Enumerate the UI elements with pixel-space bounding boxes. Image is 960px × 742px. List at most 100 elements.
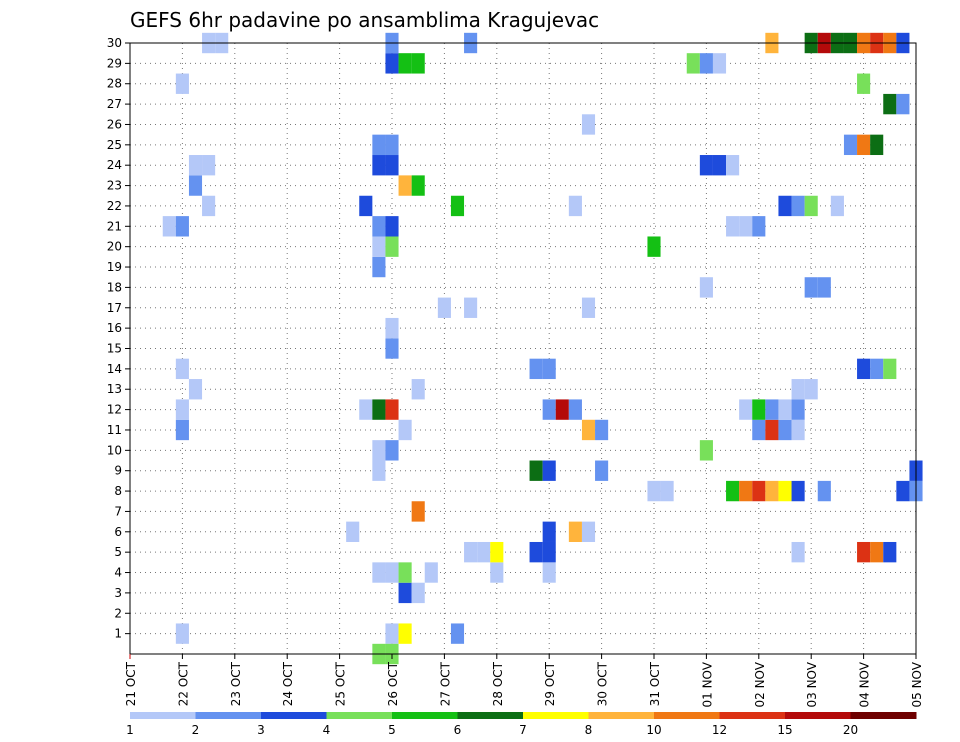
precip-cell bbox=[686, 53, 700, 74]
precip-cell bbox=[411, 582, 425, 604]
x-tick-label: 03 NOV bbox=[805, 661, 819, 707]
precip-cell bbox=[726, 480, 740, 502]
x-tick-label: 21 OCT bbox=[124, 661, 138, 706]
x-tick-label: 05 NOV bbox=[910, 661, 924, 707]
precip-cell bbox=[202, 195, 216, 217]
x-tick-label: 23 OCT bbox=[229, 661, 243, 706]
precip-cell bbox=[791, 399, 805, 420]
precip-cell bbox=[202, 155, 216, 176]
precip-cell bbox=[883, 358, 897, 380]
colorbar-label: 3 bbox=[257, 723, 265, 737]
y-tick-label: 17 bbox=[107, 301, 122, 315]
precip-cell bbox=[883, 541, 897, 563]
precip-cell bbox=[346, 521, 360, 542]
precip-cell bbox=[437, 297, 451, 318]
precip-cell bbox=[372, 216, 386, 237]
precip-cell bbox=[175, 216, 189, 237]
precip-cell bbox=[765, 399, 779, 420]
precip-cell bbox=[778, 419, 792, 441]
precip-cell bbox=[542, 562, 556, 583]
precip-cell bbox=[870, 541, 884, 563]
precip-cell bbox=[726, 216, 740, 237]
colorbar-swatch bbox=[130, 712, 196, 719]
precip-cell bbox=[424, 562, 438, 583]
x-tick-label: 27 OCT bbox=[438, 661, 452, 706]
precip-cell bbox=[765, 419, 779, 441]
y-tick-label: 27 bbox=[107, 97, 122, 111]
precip-cell bbox=[385, 53, 399, 74]
precip-cell bbox=[765, 480, 779, 502]
precip-cell bbox=[791, 379, 805, 400]
x-tick-label: 26 OCT bbox=[386, 661, 400, 706]
precip-cell bbox=[581, 297, 596, 318]
precip-cell bbox=[581, 419, 596, 441]
y-tick-label: 30 bbox=[107, 36, 122, 50]
precip-cell bbox=[568, 195, 582, 217]
colorbar-swatch bbox=[588, 712, 655, 719]
colorbar-swatch bbox=[719, 712, 786, 719]
precip-cell bbox=[162, 216, 176, 237]
x-tick-label: 29 OCT bbox=[543, 661, 557, 706]
precip-cell bbox=[883, 93, 897, 115]
precip-cell bbox=[804, 277, 818, 298]
precip-cell bbox=[529, 541, 543, 563]
precip-cell bbox=[843, 134, 858, 156]
chart-title: GEFS 6hr padavine po ansamblima Kragujev… bbox=[130, 8, 599, 32]
precip-cell bbox=[490, 562, 504, 583]
precip-cell bbox=[791, 195, 805, 217]
precip-cell bbox=[372, 155, 386, 176]
x-axis: 21 OCT 22 OCT 23 OCT 24 OCT 25 OCT 26 OCT 27 O… bbox=[124, 654, 924, 708]
y-tick-label: 9 bbox=[114, 464, 122, 478]
y-tick-label: 7 bbox=[114, 504, 122, 518]
precip-cell bbox=[188, 155, 203, 176]
colorbar-swatch bbox=[195, 712, 262, 719]
precip-cell bbox=[359, 399, 373, 420]
precip-cell bbox=[857, 541, 871, 563]
y-tick-label: 2 bbox=[114, 606, 122, 620]
precip-cell bbox=[778, 480, 792, 502]
y-tick-label: 21 bbox=[107, 219, 122, 233]
precip-cell bbox=[739, 480, 753, 502]
y-tick-label: 22 bbox=[107, 199, 122, 213]
precip-cell bbox=[647, 480, 661, 502]
colorbar-swatch bbox=[850, 712, 917, 719]
precip-cell bbox=[175, 419, 189, 441]
precip-cell bbox=[699, 155, 713, 176]
precip-cell bbox=[398, 419, 412, 441]
y-tick-label: 4 bbox=[114, 566, 122, 580]
precip-cell bbox=[175, 73, 189, 94]
precip-cell bbox=[896, 93, 910, 115]
precip-cell bbox=[398, 175, 412, 196]
precip-cell bbox=[857, 134, 871, 156]
precip-cell bbox=[752, 216, 766, 237]
precip-cell bbox=[752, 480, 766, 502]
precip-cell bbox=[385, 623, 399, 644]
precip-cell bbox=[595, 460, 609, 481]
precip-cell bbox=[739, 216, 753, 237]
precip-cell bbox=[870, 134, 884, 156]
precip-cell bbox=[804, 195, 818, 217]
colorbar-label: 4 bbox=[323, 723, 331, 737]
precip-cell bbox=[411, 53, 425, 74]
precip-cell bbox=[804, 379, 818, 400]
precip-cell bbox=[529, 460, 543, 481]
precip-cell bbox=[385, 134, 399, 156]
y-tick-label: 25 bbox=[107, 138, 122, 152]
precip-cell bbox=[411, 501, 425, 522]
precip-cell bbox=[490, 541, 504, 563]
precip-cell bbox=[398, 582, 412, 604]
precip-cell bbox=[398, 562, 412, 583]
y-axis: 1234567891011121314151617181920212223242… bbox=[107, 36, 130, 641]
precip-cell bbox=[464, 297, 478, 318]
precip-cell bbox=[188, 379, 203, 400]
precip-cell bbox=[385, 216, 399, 237]
precip-cell bbox=[817, 277, 831, 298]
precip-cell bbox=[385, 338, 399, 359]
y-tick-label: 8 bbox=[114, 484, 122, 498]
precip-cell bbox=[555, 399, 569, 420]
precip-cell bbox=[595, 419, 609, 441]
precip-cell bbox=[791, 480, 805, 502]
precip-cell bbox=[372, 440, 386, 461]
precip-cell bbox=[175, 399, 189, 420]
